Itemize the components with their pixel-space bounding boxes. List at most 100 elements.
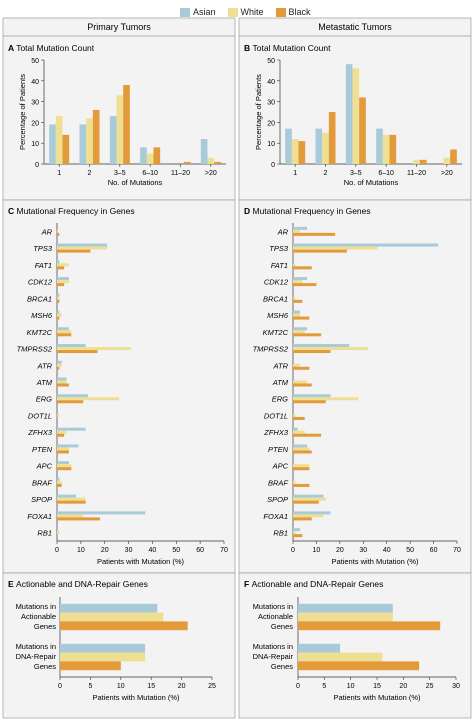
category-label: ATR bbox=[273, 361, 289, 370]
x-tick-label: 6–10 bbox=[378, 170, 394, 177]
legend-item-asian: Asian bbox=[180, 7, 216, 17]
category-label: Mutations in Actionable Genes bbox=[253, 602, 294, 631]
panel-title-b: B Total Mutation Count bbox=[244, 43, 331, 53]
x-tick-label: 25 bbox=[426, 683, 434, 690]
x-tick-label: 50 bbox=[406, 547, 414, 554]
bar-white bbox=[298, 652, 383, 662]
category-label: FOXA1 bbox=[27, 512, 52, 521]
x-tick-label: 70 bbox=[220, 547, 228, 554]
bar-black bbox=[293, 350, 331, 354]
bar-black bbox=[57, 232, 60, 236]
y-tick-label: 0 bbox=[35, 162, 39, 169]
x-tick-label: 15 bbox=[147, 683, 155, 690]
category-label: DOT1L bbox=[264, 411, 288, 420]
x-tick-label: 10 bbox=[77, 547, 85, 554]
bar-black bbox=[57, 366, 60, 370]
x-tick-label: 2 bbox=[88, 170, 92, 177]
category-label: FOXA1 bbox=[263, 512, 288, 521]
category-label: KMT2C bbox=[263, 328, 289, 337]
bar-white bbox=[293, 313, 301, 317]
y-tick-label: 40 bbox=[267, 79, 275, 86]
chart-f: 0 5 10 15 20 25 30 Mutations in Actionable Genes M… bbox=[253, 597, 460, 702]
legend-item-white: White bbox=[227, 7, 264, 17]
bar-white bbox=[298, 612, 393, 622]
bar-black bbox=[293, 416, 305, 420]
bar-white bbox=[57, 246, 108, 250]
category-label: ATM bbox=[36, 378, 53, 387]
chart-e: 0 5 10 15 20 25 Mutations in Actionable Genes Mut… bbox=[16, 597, 216, 702]
y-tick-label: 30 bbox=[31, 100, 39, 107]
bar-asian bbox=[293, 277, 308, 281]
bar-black bbox=[92, 109, 100, 164]
bar-black bbox=[123, 84, 130, 164]
bar-asian bbox=[79, 124, 87, 164]
category-label: BRCA1 bbox=[263, 294, 288, 303]
category-label: PTEN bbox=[32, 445, 53, 454]
bar-white bbox=[293, 480, 296, 484]
bar-asian bbox=[345, 64, 353, 164]
x-tick-label: >20 bbox=[205, 170, 217, 177]
x-axis-label: Patients with Mutation (%) bbox=[97, 557, 185, 566]
x-tick-label: 25 bbox=[208, 683, 216, 690]
bar-black bbox=[298, 141, 306, 164]
bar-white bbox=[413, 159, 420, 164]
x-axis-label: Patients with Mutation (%) bbox=[331, 557, 419, 566]
category-label: TMPRSS2 bbox=[253, 345, 289, 354]
x-tick-label: 60 bbox=[196, 547, 204, 554]
category-label: ERG bbox=[272, 395, 288, 404]
category-label: TPS3 bbox=[269, 244, 289, 253]
bar-black bbox=[298, 621, 441, 631]
bar-asian bbox=[57, 293, 60, 297]
bar-white bbox=[293, 363, 301, 367]
bar-white bbox=[57, 280, 69, 284]
x-tick-label: 10 bbox=[313, 547, 321, 554]
bar-asian bbox=[57, 360, 62, 364]
bar-black bbox=[293, 333, 322, 337]
category-label: SPOP bbox=[267, 495, 288, 504]
bar-black bbox=[293, 483, 310, 487]
x-tick-label: 10 bbox=[347, 683, 355, 690]
x-tick-label: 11–20 bbox=[171, 170, 190, 177]
x-tick-label: 0 bbox=[55, 547, 59, 554]
x-tick-label: 3–5 bbox=[350, 170, 362, 177]
bar-black bbox=[57, 299, 60, 303]
bar-white bbox=[57, 514, 84, 518]
bar-black bbox=[57, 350, 98, 354]
category-label: AR bbox=[41, 227, 53, 236]
bar-asian bbox=[57, 277, 69, 281]
bar-black bbox=[293, 249, 347, 253]
bar-asian bbox=[293, 243, 439, 247]
category-label: KMT2C bbox=[27, 328, 53, 337]
bar-black bbox=[183, 161, 191, 164]
bar-asian bbox=[293, 511, 331, 515]
x-tick-label: 1 bbox=[293, 170, 297, 177]
bar-black bbox=[57, 483, 62, 487]
bar-black bbox=[57, 283, 65, 287]
bar-white bbox=[293, 397, 359, 401]
bar-white bbox=[352, 68, 360, 164]
bar-asian bbox=[57, 327, 69, 331]
panel-title-e: E Actionable and DNA-Repair Genes bbox=[8, 579, 148, 589]
y-tick-label: 20 bbox=[31, 120, 39, 127]
y-tick-label: 20 bbox=[267, 120, 275, 127]
x-axis-label: Patients with Mutation (%) bbox=[333, 693, 421, 702]
x-tick-label: 20 bbox=[336, 547, 344, 554]
bar-black bbox=[450, 149, 457, 164]
category-label: CDK12 bbox=[264, 278, 289, 287]
x-tick-label: 40 bbox=[149, 547, 157, 554]
bar-white bbox=[57, 296, 60, 300]
bar-white bbox=[293, 347, 368, 351]
bar-black bbox=[293, 383, 312, 387]
bar-black bbox=[57, 333, 72, 337]
bar-white bbox=[57, 229, 59, 233]
bar-white bbox=[293, 514, 324, 518]
category-label: Mutations in DNA-Repair Genes bbox=[253, 642, 294, 671]
bar-white bbox=[57, 330, 72, 334]
category-label: FAT1 bbox=[271, 261, 288, 270]
category-label: RB1 bbox=[37, 529, 52, 538]
bar-white bbox=[293, 464, 310, 468]
x-tick-label: 2 bbox=[324, 170, 328, 177]
x-tick-label: 50 bbox=[172, 547, 180, 554]
bar-black bbox=[57, 400, 84, 404]
x-tick-label: 60 bbox=[430, 547, 438, 554]
